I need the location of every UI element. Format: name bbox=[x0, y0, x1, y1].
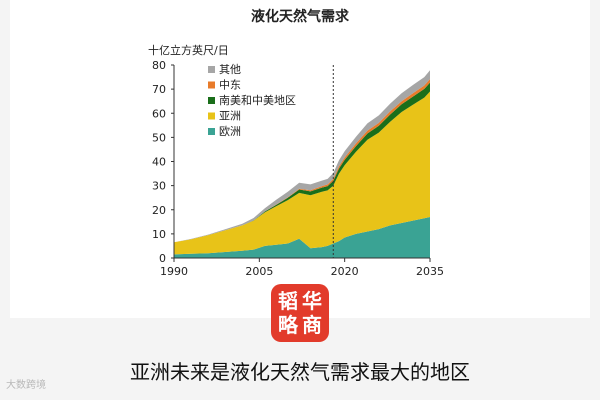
y-tick-label: 70 bbox=[152, 83, 166, 96]
y-tick-label: 30 bbox=[152, 180, 166, 193]
y-tick-label: 10 bbox=[152, 228, 166, 241]
area-series bbox=[174, 91, 430, 255]
watermark-text: 大数跨境 bbox=[6, 380, 46, 391]
legend-label: 欧洲 bbox=[219, 125, 241, 138]
y-tick-label: 40 bbox=[152, 156, 166, 169]
legend-swatch bbox=[208, 97, 215, 104]
chart-card bbox=[10, 0, 590, 318]
logo-char: 韬 bbox=[278, 289, 298, 313]
area-series bbox=[174, 217, 430, 258]
legend-swatch bbox=[208, 81, 215, 89]
logo-char: 华 bbox=[302, 289, 322, 313]
logo-char: 略 bbox=[278, 313, 298, 337]
y-tick-label: 80 bbox=[152, 59, 166, 72]
legend-label: 其他 bbox=[219, 63, 241, 76]
x-tick-label: 2020 bbox=[331, 265, 359, 278]
legend-label: 南美和中美地区 bbox=[219, 94, 296, 107]
legend-swatch bbox=[208, 112, 215, 120]
x-tick-label: 2035 bbox=[416, 265, 444, 278]
x-tick-label: 2005 bbox=[245, 265, 273, 278]
y-tick-label: 60 bbox=[152, 107, 166, 120]
y-axis-unit-label: 十亿立方英尺/日 bbox=[148, 44, 229, 57]
lng-demand-area-chart: 0 10 20 30 40 50 60 70 80 1990 2005 2020 2035 其他中东南美和… bbox=[152, 59, 444, 278]
x-tick-label: 1990 bbox=[160, 265, 188, 278]
y-tick-label: 20 bbox=[152, 204, 166, 217]
logo-char: 商 bbox=[302, 313, 322, 337]
legend-label: 亚洲 bbox=[219, 110, 241, 123]
brand-logo: 韬 华 略 商 bbox=[271, 284, 329, 342]
y-tick-label: 50 bbox=[152, 131, 166, 144]
legend-label: 中东 bbox=[219, 79, 241, 92]
chart-title: 液化天然气需求 bbox=[251, 9, 349, 25]
legend-swatch bbox=[208, 66, 215, 73]
caption-text: 亚洲未来是液化天然气需求最大的地区 bbox=[130, 360, 470, 384]
y-tick-label: 0 bbox=[159, 252, 166, 265]
legend-swatch bbox=[208, 128, 215, 135]
